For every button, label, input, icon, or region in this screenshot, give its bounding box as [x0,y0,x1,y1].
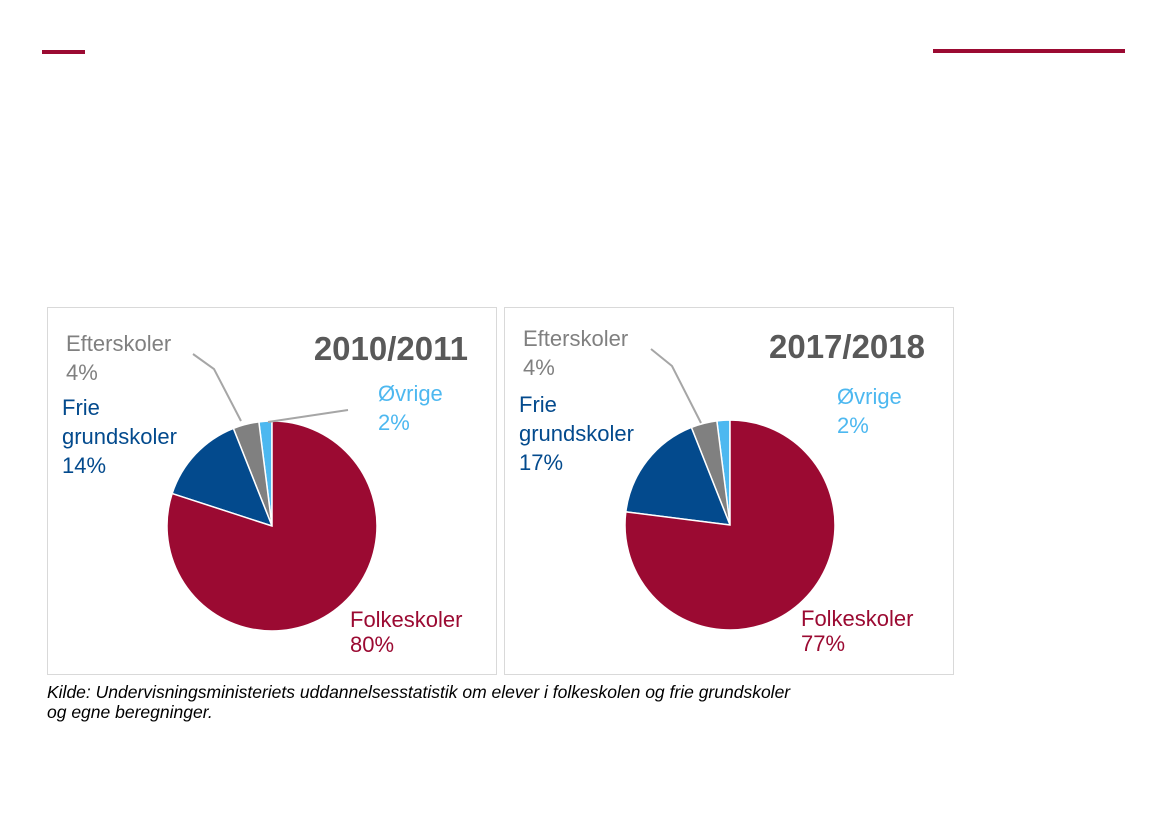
source-caption: Kilde: Undervisningsministeriets uddanne… [47,682,977,722]
data-label-frie: Frie grundskoler 17% [519,392,634,475]
data-label-value: 4% [66,360,98,385]
data-label-value: 14% [62,453,106,478]
chart-title: 2010/2011 [314,330,468,367]
source-caption-line-2: og egne beregninger. [47,702,213,722]
pie-chart-panel-2010: 2010/2011 Folkeskoler 80% Frie grundskoler 14… [47,307,497,675]
accent-line-left [42,50,85,54]
data-label-folkeskoler: Folkeskoler 80% [350,607,462,657]
pie-slice-folkeskoler [166,420,378,632]
accent-line-right [933,49,1125,53]
data-label-name: Frie [519,392,557,417]
leader-line-efterskoler [192,353,242,422]
data-label-value: 17% [519,450,563,475]
data-label-ovrige: Øvrige 2% [837,384,902,438]
data-label-name: Folkeskoler [801,606,913,631]
data-label-value: 4% [523,355,555,380]
data-label-ovrige: Øvrige 2% [378,381,443,435]
data-label-folkeskoler: Folkeskoler 77% [801,606,913,656]
data-label-name: Efterskoler [523,326,628,351]
pie-chart-2017: 2017/2018 Folkeskoler 77% Frie grundskoler 17… [519,326,925,656]
data-label-value: 2% [378,410,410,435]
leader-line-efterskoler [650,348,702,424]
pie-chart-2010: 2010/2011 Folkeskoler 80% Frie grundskoler 14… [62,330,468,657]
source-caption-line-1: Kilde: Undervisningsministeriets uddanne… [47,682,791,702]
pie-slice-folkeskoler [624,419,836,631]
data-label-value: 77% [801,631,845,656]
data-label-value: 2% [837,413,869,438]
data-label-frie: Frie grundskoler 14% [62,395,177,478]
data-label-name: Folkeskoler [350,607,462,632]
data-label-name: grundskoler [519,421,634,446]
pie-chart-panel-2017: 2017/2018 Folkeskoler 77% Frie grundskoler 17… [504,307,954,675]
pie-slice-frie [624,426,732,526]
chart-title: 2017/2018 [769,328,925,365]
data-label-value: 80% [350,632,394,657]
leader-line-ovrige [267,409,349,423]
data-label-efterskoler: Efterskoler 4% [523,326,628,380]
data-label-name: Efterskoler [66,331,171,356]
data-label-name: Øvrige [837,384,902,409]
data-label-name: Øvrige [378,381,443,406]
data-label-efterskoler: Efterskoler 4% [66,331,171,385]
data-label-name: grundskoler [62,424,177,449]
data-label-name: Frie [62,395,100,420]
